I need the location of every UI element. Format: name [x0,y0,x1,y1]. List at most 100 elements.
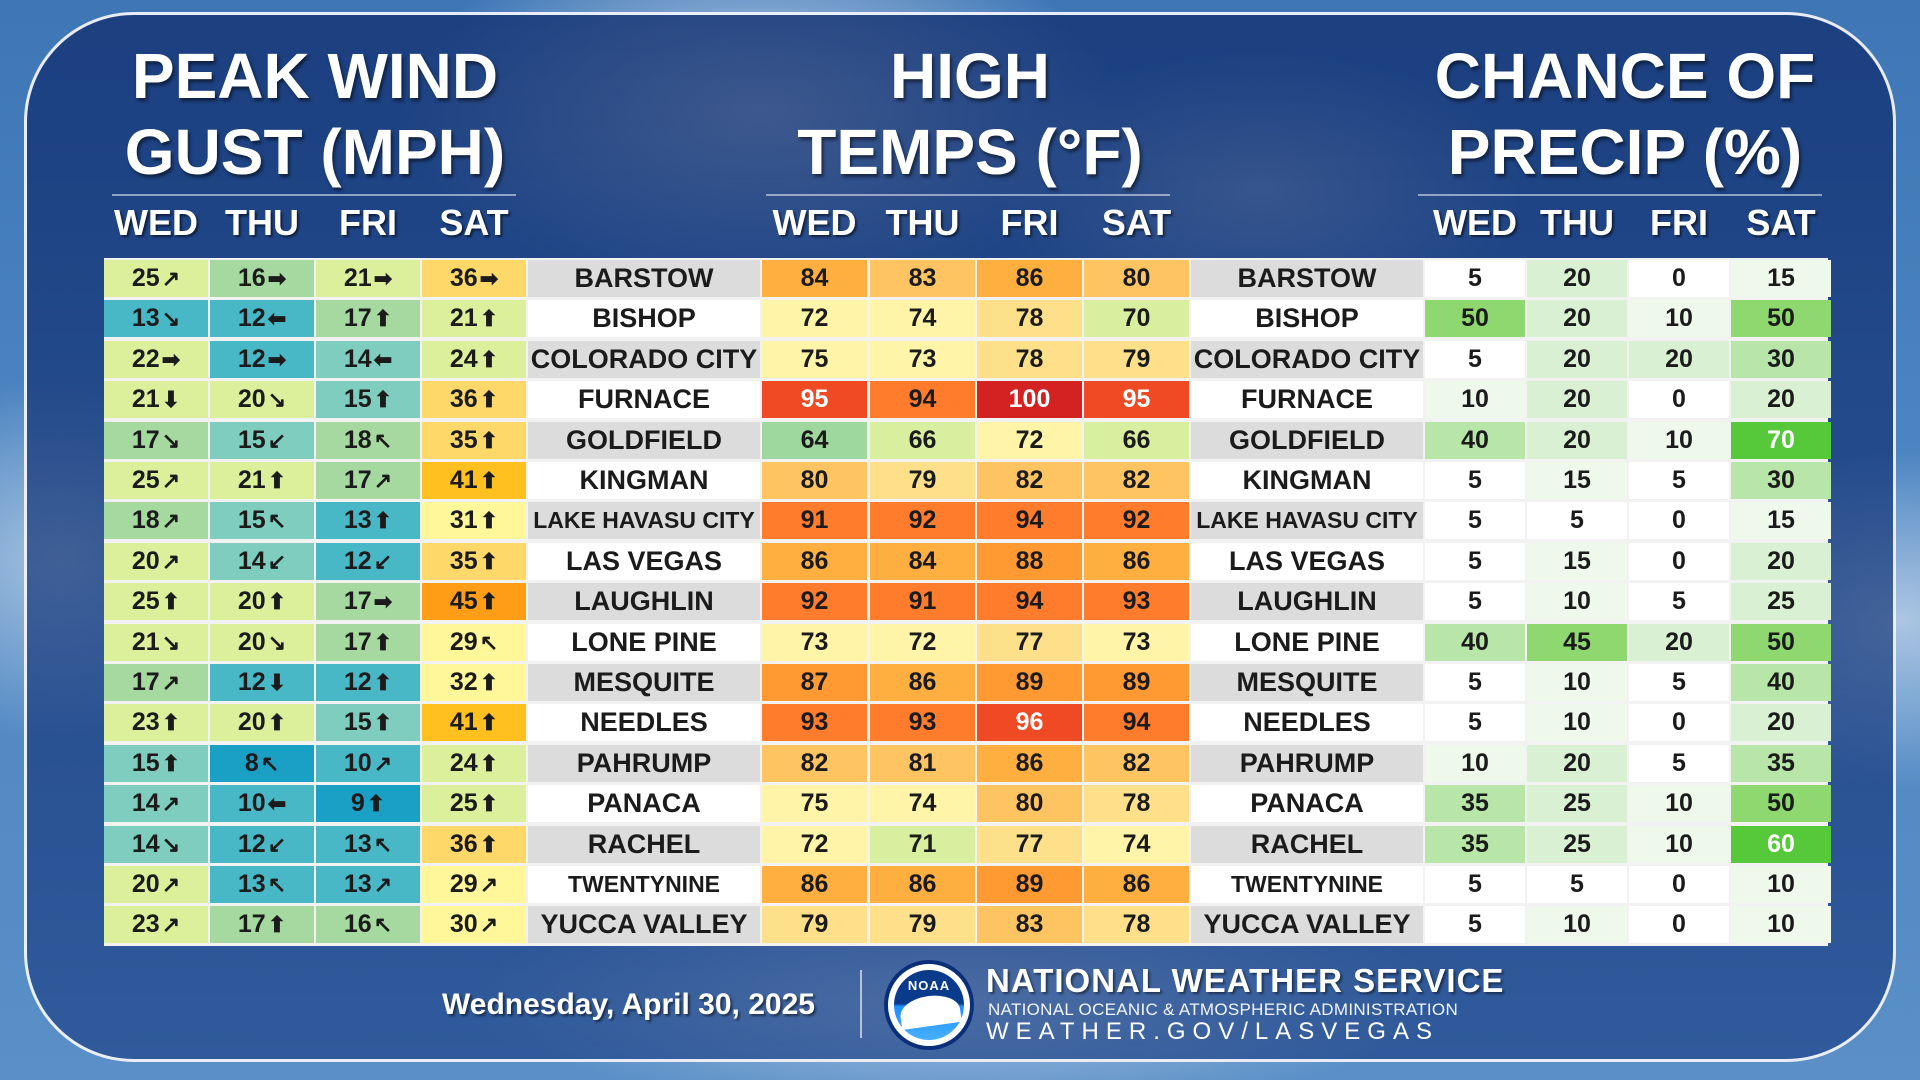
precip-cell: 10 [1629,422,1729,459]
wind-direction-arrow-icon: ⬆ [373,670,393,695]
nws-title: NATIONAL WEATHER SERVICE [986,962,1505,999]
precip-cell: 25 [1731,583,1831,620]
wind-day-label-sat: SAT [439,202,509,243]
wind-direction-arrow-icon: ↘ [161,428,181,453]
high-temp-cell: 79 [762,906,867,943]
precip-cell: 5 [1425,543,1525,580]
high-temp-cell: 75 [762,785,867,822]
wind-direction-arrow-icon: ⬆ [161,710,181,735]
wind-direction-arrow-icon: ↘ [267,630,287,655]
precip-cell: 0 [1629,704,1729,741]
city-name: PANACA [528,785,760,822]
temps-day-label-sat: SAT [1101,202,1172,243]
wind-gust-value: 17 [131,668,160,696]
wind-cell: 32⬆ [422,664,526,701]
wind-cell: 13↖ [210,866,314,903]
wind-gust-value: 12 [237,668,266,696]
precip-cell: 60 [1731,826,1831,863]
wind-direction-arrow-icon: ⬆ [161,589,181,614]
wind-gust-value: 15 [237,426,266,454]
wind-cell: 29↗ [422,866,526,903]
wind-direction-arrow-icon: ⬆ [267,710,287,735]
precip-cell: 5 [1629,583,1729,620]
wind-gust-value: 23 [131,708,160,736]
precip-cell: 20 [1527,381,1627,418]
high-temp-cell: 78 [1084,906,1189,943]
wind-direction-arrow-icon: ⬅ [373,347,393,372]
wind-gust-value: 41 [449,708,478,736]
precip-cell: 15 [1527,462,1627,499]
wind-direction-arrow-icon: ↖ [373,428,393,453]
wind-gust-value: 20 [237,587,266,615]
precip-cell: 10 [1425,745,1525,782]
wind-direction-arrow-icon: ⬆ [479,428,499,453]
city-name: MESQUITE [528,664,760,701]
wind-direction-arrow-icon: ↘ [161,306,181,331]
wind-direction-arrow-icon: ↙ [267,832,287,857]
wind-gust-value: 13 [131,304,160,332]
wind-direction-arrow-icon: ↗ [479,912,499,937]
wind-cell: 36⬆ [422,381,526,418]
wind-cell: 20↘ [210,624,314,661]
wind-direction-arrow-icon: ↗ [161,468,181,493]
wind-header-rule [112,194,516,196]
wind-direction-arrow-icon: ↗ [479,872,499,897]
wind-direction-arrow-icon: ↖ [267,508,287,533]
wind-cell: 29↖ [422,624,526,661]
precip-cell: 0 [1629,866,1729,903]
forecast-table: 25↗ 16➡ 21➡ 36➡ BARSTOW 84 83 86 80 BARSTOW 5 20 0 15… [104,258,1831,946]
precip-cell: 50 [1425,300,1525,337]
precip-day-label-thu: THU [1540,202,1614,243]
city-name: GOLDFIELD [1191,422,1423,459]
wind-cell: 25⬆ [104,583,208,620]
wind-cell: 17↘ [104,422,208,459]
precip-cell: 5 [1425,906,1525,943]
wind-gust-value: 24 [449,345,478,373]
wind-direction-arrow-icon: ⬆ [366,791,386,816]
precip-cell: 50 [1731,300,1831,337]
high-temp-cell: 83 [870,260,975,297]
high-temp-cell: 74 [870,785,975,822]
high-temp-cell: 73 [870,341,975,378]
high-temp-cell: 74 [870,300,975,337]
wind-cell: 12⬆ [316,664,420,701]
wind-cell: 12↙ [316,543,420,580]
wind-gust-value: 12 [343,547,372,575]
wind-gust-value: 13 [343,506,372,534]
wind-direction-arrow-icon: ⬅ [267,306,287,331]
wind-direction-arrow-icon: ⬆ [479,387,499,412]
precip-cell: 0 [1629,260,1729,297]
wind-gust-value: 8 [244,749,259,777]
city-name: RACHEL [528,826,760,863]
wind-gust-value: 30 [449,910,478,938]
precip-cell: 35 [1425,785,1525,822]
precip-cell: 10 [1527,583,1627,620]
high-temp-cell: 80 [1084,260,1189,297]
wind-gust-value: 20 [237,628,266,656]
wind-direction-arrow-icon: ⬆ [373,508,393,533]
wind-cell: 16➡ [210,260,314,297]
wind-direction-arrow-icon: ↗ [161,266,181,291]
precip-cell: 35 [1425,826,1525,863]
wind-cell: 14⬅ [316,341,420,378]
wind-direction-arrow-icon: ↗ [373,872,393,897]
precip-cell: 10 [1527,704,1627,741]
high-temp-cell: 72 [762,826,867,863]
city-name: YUCCA VALLEY [1191,906,1423,943]
wind-cell: 21↘ [104,624,208,661]
wind-cell: 18↖ [316,422,420,459]
wind-cell: 22➡ [104,341,208,378]
precip-cell: 10 [1731,906,1831,943]
city-name: NEEDLES [1191,704,1423,741]
high-temp-cell: 82 [1084,745,1189,782]
precip-cell: 0 [1629,381,1729,418]
precip-cell: 20 [1629,341,1729,378]
wind-direction-arrow-icon: ⬇ [161,387,181,412]
wind-gust-value: 25 [131,466,160,494]
wind-gust-value: 9 [350,789,365,817]
wind-gust-value: 17 [343,628,372,656]
wind-gust-value: 10 [237,789,266,817]
high-temp-cell: 89 [977,664,1082,701]
high-temp-cell: 86 [977,260,1082,297]
wind-gust-value: 25 [449,789,478,817]
